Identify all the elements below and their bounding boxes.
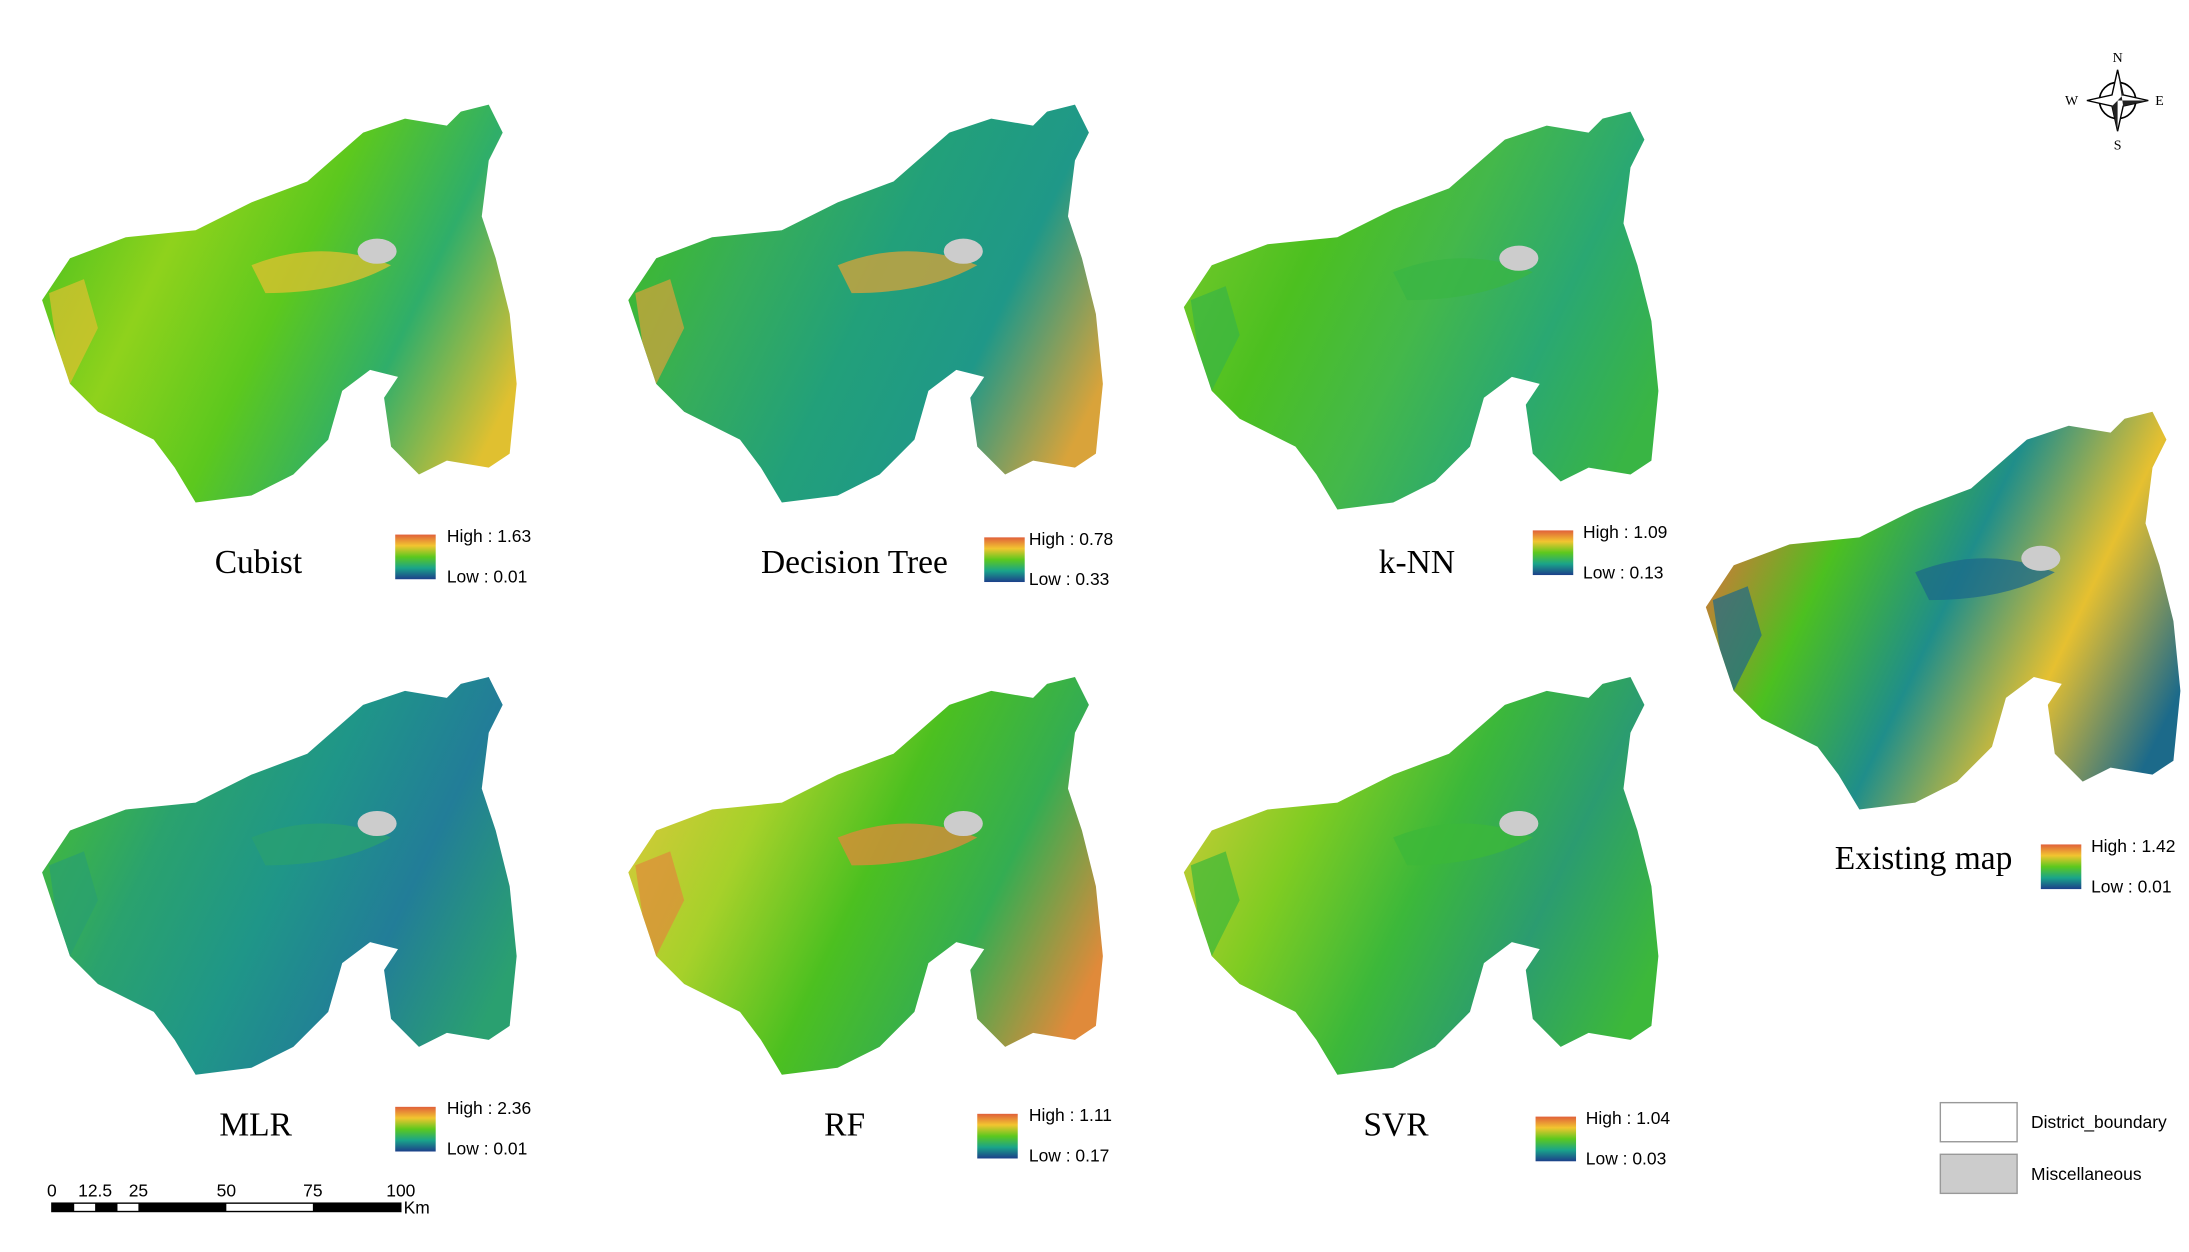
color-bar [395,1106,436,1152]
scale-label: 100 [386,1181,415,1201]
scale-label: 50 [217,1181,237,1201]
low-label: Low : 0.01 [2091,876,2171,896]
map-area [42,676,517,1075]
map-area [1705,411,2181,810]
scale-label: 25 [129,1181,148,1201]
scale-label: 0 [47,1181,57,1201]
map-panel: SVR High : 1.04 Low : 0.03 [1183,676,1671,1168]
panel-title: k-NN [1379,544,1455,581]
map [42,104,517,503]
color-bar [1535,1116,1577,1162]
legend-label: District_boundary [2031,1112,2167,1133]
panel-title: RF [824,1106,865,1143]
map-patch [1915,558,2055,601]
map-panel: Decision Tree High : 0.78 Low : 0.33 [628,104,1113,589]
map-patch [635,279,685,384]
panel-title: SVR [1363,1106,1429,1143]
map-patch [251,823,392,866]
low-label: Low : 0.01 [447,566,527,586]
map-area [1183,676,1659,1075]
map-panel: Cubist High : 1.63 Low : 0.01 [42,104,531,586]
map-panel: k-NN High : 1.09 Low : 0.13 [1183,111,1667,582]
map-patch [1712,586,1762,691]
high-label: High : 1.42 [2091,836,2175,856]
compass-s: S [2114,139,2122,154]
high-label: High : 1.04 [1586,1108,1671,1128]
map [628,676,1103,1075]
map [1183,111,1659,510]
lake [943,810,983,837]
legend-swatch [1939,1101,2018,1143]
low-label: Low : 0.17 [1029,1146,1109,1166]
map [628,104,1103,503]
map-panel: Existing map High : 1.42 Low : 0.01 [1705,411,2181,896]
compass: N E S W [2065,51,2164,154]
scale-label: 75 [303,1181,322,1201]
legend-label: Miscellaneous [2031,1164,2142,1184]
panel-title: Cubist [215,544,303,581]
lake [1499,810,1539,837]
high-label: High : 1.63 [447,526,531,546]
color-bar [977,1113,1018,1159]
high-label: High : 1.09 [1583,522,1667,542]
map-area [628,676,1103,1075]
map [1705,411,2181,810]
lake [357,238,397,264]
scale-unit: Km [404,1197,430,1217]
color-bar [984,537,1025,583]
map-patch [1393,258,1533,301]
compass-e: E [2155,94,2164,109]
panel-title: MLR [219,1106,292,1143]
map-area [628,104,1103,503]
panel-title: Existing map [1835,840,2013,877]
map-panel: RF High : 1.11 Low : 0.17 [628,676,1112,1166]
map-patch [49,279,98,384]
map-patch [1190,851,1240,957]
low-label: Low : 0.01 [447,1139,527,1159]
map-patch [49,851,98,957]
low-label: Low : 0.03 [1586,1148,1666,1168]
low-label: Low : 0.33 [1029,569,1109,589]
map [42,676,517,1075]
color-bar [395,534,436,580]
high-label: High : 0.78 [1029,529,1113,549]
lake [2021,545,2061,571]
scale-bar [51,1202,402,1213]
scale-label: 12.5 [78,1181,112,1201]
high-label: High : 2.36 [447,1098,531,1118]
lake [1499,245,1539,271]
color-bar [2040,844,2082,890]
lake [943,238,983,264]
color-bar [1532,530,1574,576]
map [1183,676,1659,1075]
map-patch [837,823,978,866]
map-patch [251,251,392,294]
compass-w: W [2065,94,2079,109]
map-area [42,104,517,503]
map-patch [1393,823,1533,866]
lake [357,810,397,837]
high-label: High : 1.11 [1029,1105,1112,1125]
compass-n: N [2113,51,2123,66]
map-patch [1190,286,1240,391]
map-patch [635,851,685,957]
panel-title: Decision Tree [761,544,948,581]
low-label: Low : 0.13 [1583,562,1663,582]
map-area [1183,111,1659,510]
map-patch [837,251,978,294]
legend-swatch [1939,1153,2018,1195]
map-panel: MLR High : 2.36 Low : 0.01 [42,676,531,1159]
